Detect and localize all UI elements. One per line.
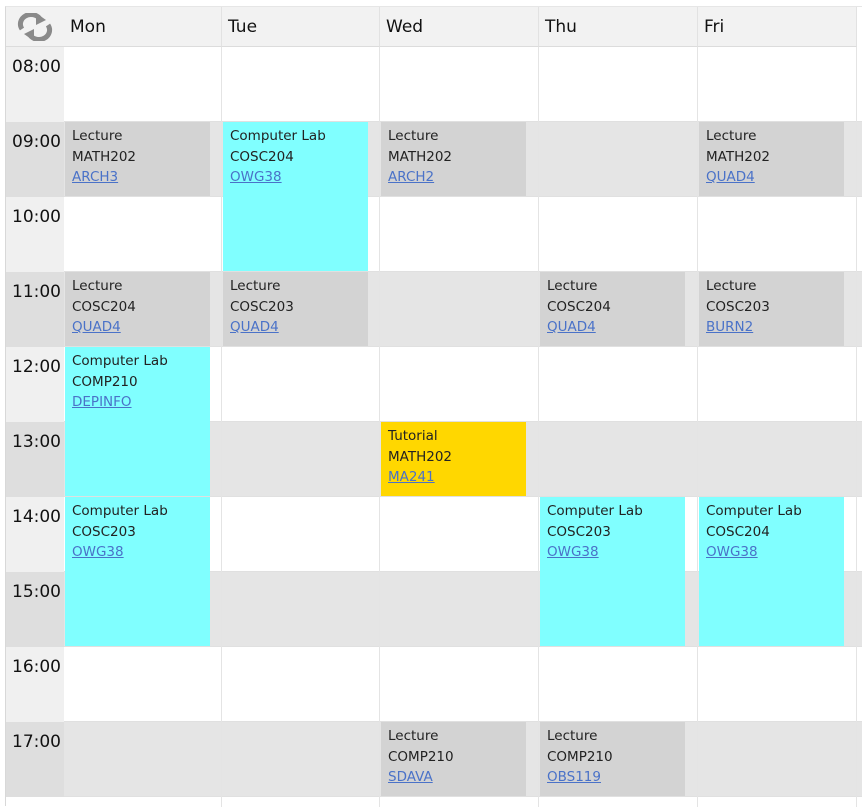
event-type: Lecture [72, 278, 123, 294]
column-divider [856, 7, 857, 807]
class-event[interactable]: Computer Lab COSC203 OWG38 [65, 497, 210, 646]
time-label: 11:00 [6, 272, 64, 347]
event-type: Lecture [388, 728, 439, 744]
time-label: 12:00 [6, 347, 64, 422]
event-course: COSC203 [72, 523, 136, 540]
event-type: Computer Lab [230, 128, 326, 144]
class-event[interactable]: Computer Lab COSC204 OWG38 [699, 497, 844, 646]
time-label: 13:00 [6, 422, 64, 497]
day-header-mon: Mon [64, 7, 222, 47]
event-course: COSC203 [706, 298, 770, 315]
room-link[interactable]: OWG38 [72, 544, 124, 560]
event-type: Computer Lab [72, 503, 168, 519]
class-event[interactable]: Lecture COSC204 QUAD4 [540, 272, 685, 346]
event-type: Tutorial [388, 428, 438, 444]
column-divider [538, 7, 539, 807]
class-event[interactable]: Lecture COSC203 QUAD4 [223, 272, 368, 346]
time-row: 12:00 [6, 347, 862, 422]
event-course: COSC204 [72, 298, 136, 315]
event-course: MATH202 [706, 148, 770, 165]
time-row: 10:00 [6, 197, 862, 272]
event-type: Lecture [706, 278, 757, 294]
timetable: 08:00 09:00 10:00 11:00 12:00 13:00 14:00 15:00… [5, 6, 862, 807]
event-type: Computer Lab [547, 503, 643, 519]
class-event[interactable]: Lecture COSC204 QUAD4 [65, 272, 210, 346]
event-type: Computer Lab [72, 353, 168, 369]
event-course: COSC204 [706, 523, 770, 540]
event-type: Lecture [547, 278, 598, 294]
room-link[interactable]: OWG38 [230, 169, 282, 185]
time-label: 09:00 [6, 122, 64, 197]
room-link[interactable]: QUAD4 [72, 319, 121, 335]
room-link[interactable]: DEPINFO [72, 394, 132, 410]
room-link[interactable]: QUAD4 [547, 319, 596, 335]
time-label: 10:00 [6, 197, 64, 272]
column-divider [697, 7, 698, 807]
time-row: 08:00 [6, 47, 862, 122]
column-divider [221, 7, 222, 807]
room-link[interactable]: BURN2 [706, 319, 754, 335]
room-link[interactable]: ARCH3 [72, 169, 119, 185]
event-course: MATH202 [388, 448, 452, 465]
class-event[interactable]: Lecture MATH202 ARCH3 [65, 122, 210, 196]
time-label: 08:00 [6, 47, 64, 122]
room-link[interactable]: MA241 [388, 469, 435, 485]
day-header-thu: Thu [539, 7, 698, 47]
room-link[interactable]: SDAVA [388, 769, 433, 785]
time-row: 14:00 [6, 497, 862, 572]
event-course: COSC203 [230, 298, 294, 315]
class-event[interactable]: Lecture COMP210 SDAVA [381, 722, 526, 796]
room-link[interactable]: ARCH2 [388, 169, 435, 185]
event-course: MATH202 [388, 148, 452, 165]
room-link[interactable]: OBS119 [547, 769, 601, 785]
refresh-button[interactable] [6, 7, 64, 47]
class-event[interactable]: Lecture MATH202 QUAD4 [699, 122, 844, 196]
event-type: Lecture [72, 128, 123, 144]
day-header-tue: Tue [222, 7, 380, 47]
class-event[interactable]: Lecture COMP210 OBS119 [540, 722, 685, 796]
class-event[interactable]: Computer Lab COSC203 OWG38 [540, 497, 685, 646]
class-event[interactable]: Lecture MATH202 ARCH2 [381, 122, 526, 196]
event-course: COMP210 [72, 373, 138, 390]
room-link[interactable]: QUAD4 [706, 169, 755, 185]
time-row: 16:00 [6, 647, 862, 722]
time-label: 14:00 [6, 497, 64, 572]
event-course: COSC204 [547, 298, 611, 315]
event-type: Lecture [230, 278, 281, 294]
refresh-icon [17, 12, 53, 41]
event-type: Lecture [388, 128, 439, 144]
event-course: COSC204 [230, 148, 294, 165]
day-header-fri: Fri [698, 7, 857, 47]
class-event[interactable]: Lecture COSC203 BURN2 [699, 272, 844, 346]
time-label: 16:00 [6, 647, 64, 722]
time-label: 17:00 [6, 722, 64, 797]
room-link[interactable]: QUAD4 [230, 319, 279, 335]
column-divider [379, 7, 380, 807]
event-type: Lecture [547, 728, 598, 744]
class-event[interactable]: Tutorial MATH202 MA241 [381, 422, 526, 496]
room-link[interactable]: OWG38 [547, 544, 599, 560]
event-course: COMP210 [388, 748, 454, 765]
day-header-wed: Wed [380, 7, 539, 47]
event-course: COMP210 [547, 748, 613, 765]
event-type: Lecture [706, 128, 757, 144]
class-event[interactable]: Computer Lab COMP210 DEPINFO [65, 347, 210, 496]
event-course: MATH202 [72, 148, 136, 165]
room-link[interactable]: OWG38 [706, 544, 758, 560]
event-type: Computer Lab [706, 503, 802, 519]
event-course: COSC203 [547, 523, 611, 540]
time-label: 15:00 [6, 572, 64, 647]
class-event[interactable]: Computer Lab COSC204 OWG38 [223, 122, 368, 271]
